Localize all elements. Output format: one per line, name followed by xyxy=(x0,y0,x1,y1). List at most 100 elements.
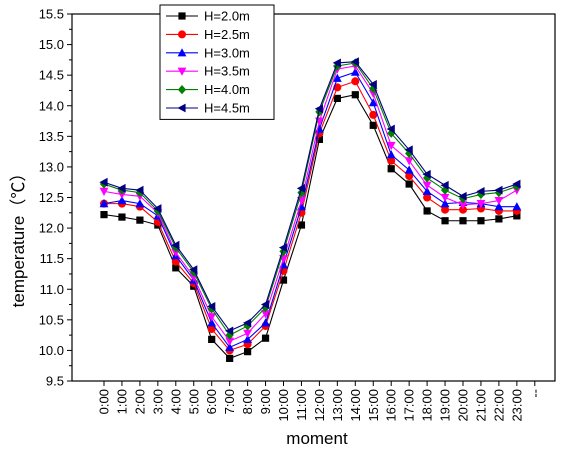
marker-triangle-left xyxy=(225,326,234,336)
marker-triangle-down xyxy=(440,193,450,203)
marker-square xyxy=(495,215,503,223)
marker-triangle-left xyxy=(368,79,377,89)
marker-triangle-left xyxy=(296,183,306,193)
marker-triangle-up xyxy=(117,195,127,205)
marker-triangle-left xyxy=(177,103,186,113)
y-tick-label: 9.5 xyxy=(46,374,64,389)
marker-triangle-up xyxy=(261,318,270,327)
marker-circle xyxy=(171,257,180,266)
marker-square xyxy=(261,334,270,342)
x-tick-label: 9:00 xyxy=(258,389,273,414)
x-tick-label: 5:00 xyxy=(186,389,201,414)
marker-triangle-left xyxy=(458,191,467,201)
marker-triangle-down xyxy=(386,141,396,151)
marker-circle xyxy=(351,77,360,86)
marker-triangle-left xyxy=(171,240,180,250)
marker-triangle-down xyxy=(476,200,486,209)
marker-triangle-up xyxy=(99,199,109,208)
marker-square xyxy=(226,354,234,362)
series-H=2.0m xyxy=(100,91,521,362)
marker-triangle-down xyxy=(368,89,378,99)
marker-diamond xyxy=(315,107,324,117)
x-tick-label: 0:00 xyxy=(97,389,112,414)
series-line xyxy=(104,80,517,352)
marker-triangle-left xyxy=(404,145,413,155)
legend-label: H=2.5m xyxy=(204,27,250,42)
marker-circle xyxy=(369,110,378,119)
marker-triangle-left xyxy=(332,58,341,68)
marker-diamond xyxy=(405,148,414,159)
marker-triangle-down xyxy=(225,337,235,346)
marker-triangle-left xyxy=(440,180,449,190)
marker-square xyxy=(423,207,431,215)
marker-triangle-down xyxy=(458,201,468,210)
marker-triangle-left xyxy=(99,177,108,187)
x-tick-label: 3:00 xyxy=(150,389,165,414)
marker-triangle-left xyxy=(386,124,395,134)
marker-triangle-up xyxy=(177,48,187,57)
x-tick-label: 6:00 xyxy=(204,389,219,414)
x-tick-label: 10:00 xyxy=(276,389,291,422)
legend-entry: H=3.5m xyxy=(166,64,250,79)
marker-diamond xyxy=(177,85,187,95)
marker-diamond xyxy=(243,321,252,331)
marker-triangle-left xyxy=(476,186,485,196)
x-tick-label: 21:00 xyxy=(473,389,488,422)
legend-entry: H=2.0m xyxy=(166,9,250,24)
marker-circle xyxy=(178,30,186,39)
marker-triangle-left xyxy=(278,243,288,253)
marker-triangle-left xyxy=(243,318,252,328)
marker-triangle-left xyxy=(314,104,323,114)
marker-circle xyxy=(423,193,432,202)
marker-triangle-left xyxy=(189,265,198,275)
x-tick-label: 1:00 xyxy=(114,389,129,414)
x-tick-label: 12:00 xyxy=(312,389,327,422)
marker-triangle-up xyxy=(494,202,504,211)
marker-square xyxy=(100,211,108,219)
y-axis-title: temperature（℃） xyxy=(9,165,28,308)
marker-triangle-up xyxy=(368,98,378,107)
marker-square xyxy=(208,335,216,344)
marker-square xyxy=(333,94,341,103)
marker-triangle-up xyxy=(135,199,145,208)
marker-square xyxy=(315,135,323,143)
marker-square xyxy=(178,12,186,20)
marker-triangle-left xyxy=(512,179,521,189)
y-tick-label: 14.5 xyxy=(39,68,64,83)
marker-diamond xyxy=(423,173,432,183)
y-tick-label: 11.0 xyxy=(40,282,64,297)
marker-square xyxy=(244,348,252,356)
series-layer xyxy=(99,57,522,362)
marker-triangle-up xyxy=(243,334,252,344)
legend-label: H=4.5m xyxy=(204,101,250,116)
marker-triangle-up xyxy=(440,199,450,208)
x-tick-label: 2:00 xyxy=(132,389,147,414)
marker-triangle-left xyxy=(260,300,270,309)
marker-triangle-down xyxy=(177,67,187,76)
marker-triangle-up xyxy=(422,186,432,195)
y-tick-label: 14.0 xyxy=(39,98,64,113)
marker-square xyxy=(279,276,288,284)
marker-square xyxy=(387,165,395,173)
x-tick-label: 8:00 xyxy=(240,389,255,414)
x-tick-label: 4:00 xyxy=(168,389,183,414)
marker-triangle-left xyxy=(422,169,431,179)
x-tick-label: 16:00 xyxy=(384,389,399,422)
x-tick-label: 23:00 xyxy=(509,389,524,422)
series-H=3.0m xyxy=(99,67,522,351)
marker-triangle-up xyxy=(386,150,396,159)
x-tick-label: 17:00 xyxy=(402,389,417,422)
marker-triangle-up xyxy=(207,318,217,327)
y-tick-label: 12.5 xyxy=(39,190,64,205)
marker-square xyxy=(351,91,359,99)
marker-circle xyxy=(387,156,396,165)
marker-square xyxy=(136,216,144,224)
marker-triangle-up xyxy=(350,67,360,76)
legend-entry: H=4.0m xyxy=(166,82,250,97)
marker-triangle-up xyxy=(332,73,342,82)
x-tick-label: 14:00 xyxy=(348,389,363,422)
x-tick-label: 22:00 xyxy=(491,389,506,422)
axes: 9.5 10.0 10.5 11.0 11.5 12.0 12.5 13.0 13.5 14.0 1… xyxy=(39,7,556,422)
y-tick-label: 13.0 xyxy=(39,159,64,174)
